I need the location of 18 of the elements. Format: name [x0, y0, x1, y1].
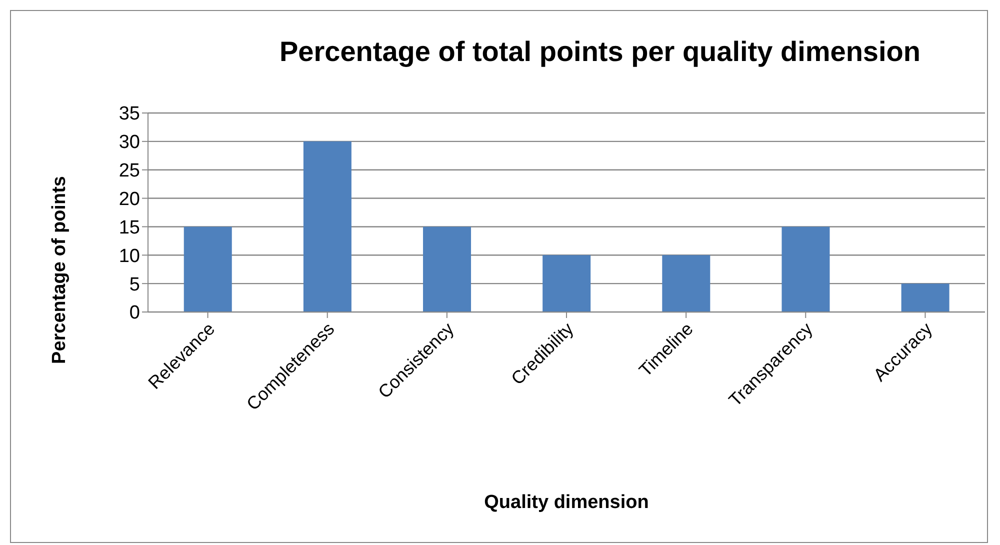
y-tick-label: 25 [118, 160, 140, 182]
bar [423, 226, 472, 312]
bar [303, 141, 352, 312]
y-tick-label: 35 [118, 104, 140, 125]
y-tick-label: 0 [129, 302, 140, 324]
bar [542, 255, 591, 312]
bar [901, 284, 950, 312]
y-tick-label: 30 [118, 132, 140, 154]
bar [782, 226, 830, 312]
y-tick-label: 5 [129, 274, 140, 296]
bar [662, 255, 710, 312]
y-tick-label: 20 [118, 189, 140, 210]
bar [184, 226, 232, 312]
x-axis-title: Quality dimension [483, 492, 650, 514]
y-tick-label: 15 [118, 217, 140, 238]
chart-title: Percentage of total points per quality dimension [278, 36, 922, 68]
y-tick-label: 10 [118, 246, 140, 267]
y-axis-title: Percentage of points [49, 176, 71, 364]
